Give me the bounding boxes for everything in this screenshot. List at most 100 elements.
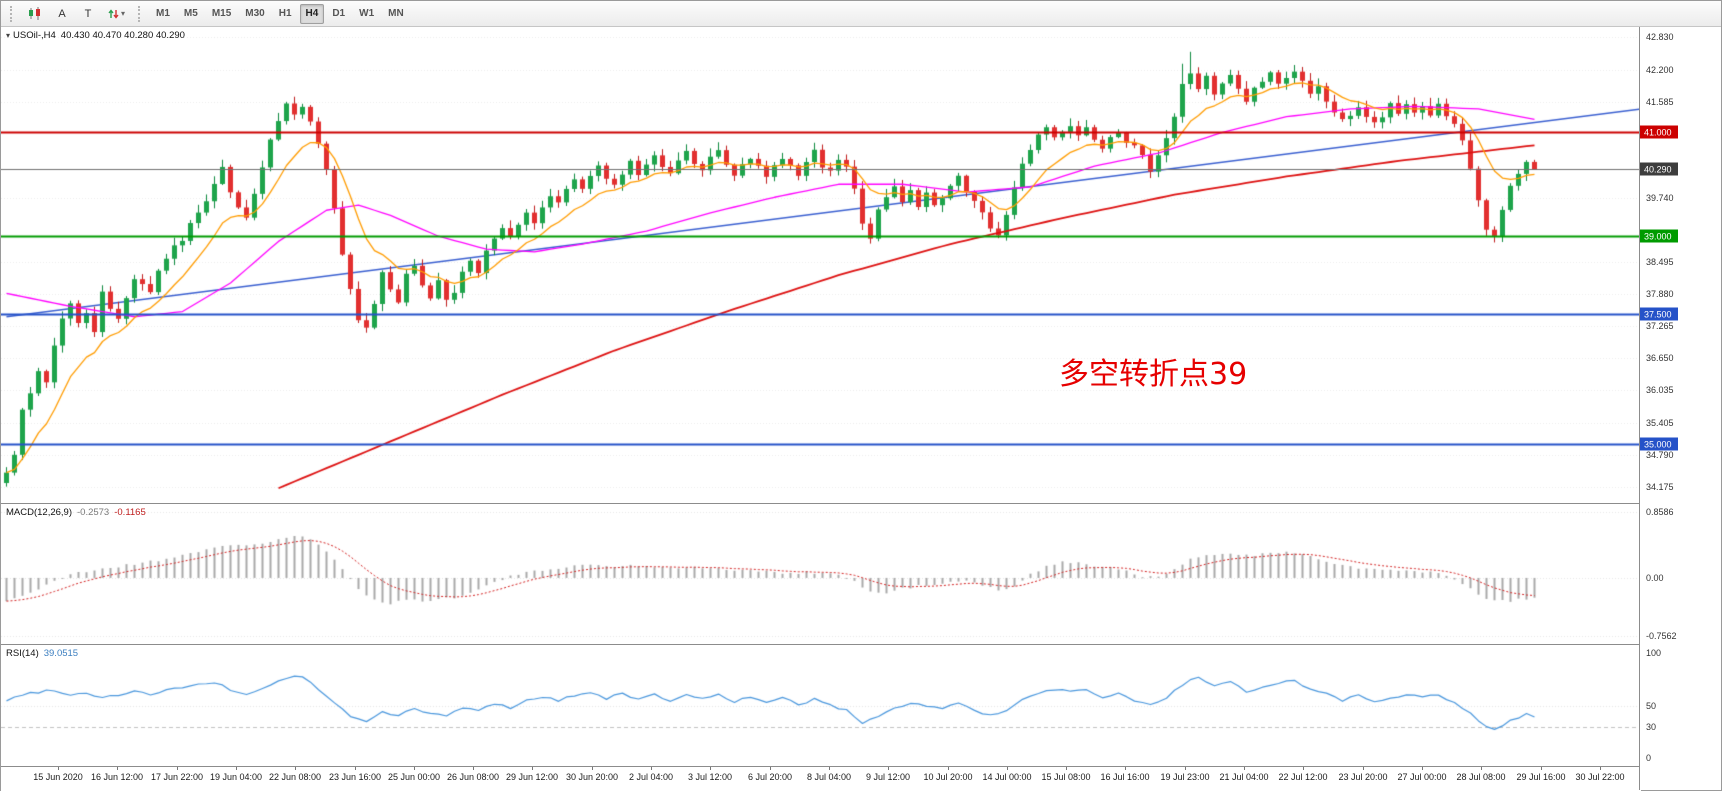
time-tick <box>770 767 771 770</box>
time-label: 19 Jun 04:00 <box>209 772 263 782</box>
time-label: 29 Jul 16:00 <box>1516 772 1566 782</box>
timeframe-m15-button[interactable]: M15 <box>211 8 232 19</box>
time-tick <box>1541 767 1542 770</box>
macd-main-value: -0.2573 <box>77 507 110 518</box>
time-label: 22 Jun 08:00 <box>268 772 322 782</box>
candlestick-chart-icon <box>29 7 40 20</box>
timeframe-toolbar: M1 M5 M15 M30 H1 H4 D1 W1 MN <box>150 3 410 24</box>
time-scale[interactable]: 15 Jun 2020 16 Jun 12:00 17 Jun 22:00 19 Ju… <box>1 767 1641 791</box>
toolbar: A T ▾ M1 M5 M15 M30 H1 H4 D1 W1 MN <box>1 1 1721 27</box>
time-label: 2 Jul 04:00 <box>628 772 674 782</box>
time-tick <box>355 767 356 770</box>
price-tick-label: 34.175 <box>1646 481 1674 492</box>
timeframe-m30-button[interactable]: M30 <box>245 8 265 19</box>
rsi-label: RSI(14) <box>6 648 39 659</box>
time-tick <box>1244 767 1245 770</box>
time-label: 29 Jun 12:00 <box>505 772 559 782</box>
time-tick <box>651 767 652 770</box>
time-tick <box>1363 767 1364 770</box>
time-label: 28 Jul 08:00 <box>1456 772 1506 782</box>
time-tick <box>592 767 593 770</box>
time-tick <box>1185 767 1186 770</box>
time-label: 8 Jul 04:00 <box>806 772 852 782</box>
pane-divider[interactable] <box>1 765 1722 768</box>
time-tick <box>295 767 296 770</box>
sort-arrows-icon <box>108 8 119 19</box>
timeframe-mn-button[interactable]: MN <box>388 8 404 19</box>
time-tick <box>473 767 474 770</box>
macd-tick-label: -0.7562 <box>1646 631 1677 641</box>
rsi-pane[interactable]: RSI(14) 39.0515 <box>1 645 1641 767</box>
time-label: 14 Jul 00:00 <box>982 772 1032 782</box>
macd-header: MACD(12,26,9) -0.2573 -0.1165 <box>6 507 146 518</box>
price-tick-label: 39.740 <box>1646 192 1674 203</box>
price-scale[interactable]: 42.830 42.200 41.585 39.740 38.495 37.880 37.2… <box>1639 27 1721 790</box>
time-label: 19 Jul 23:00 <box>1160 772 1210 782</box>
timeframe-m5-button[interactable]: M5 <box>183 8 198 19</box>
price-tick-label: 42.200 <box>1646 64 1674 75</box>
price-tick-label: 38.495 <box>1646 257 1674 268</box>
timeframe-w1-button[interactable]: W1 <box>359 8 375 19</box>
price-tick-label: 36.035 <box>1646 385 1674 396</box>
time-label: 17 Jun 22:00 <box>150 772 204 782</box>
rsi-tick-label: 0 <box>1646 753 1652 763</box>
text-tool-a-button[interactable]: A <box>58 7 66 20</box>
pane-divider[interactable] <box>1 643 1722 646</box>
text-tool-t-button[interactable]: T <box>84 7 92 20</box>
timeframe-d1-button[interactable]: D1 <box>332 8 346 19</box>
rsi-tick-label: 50 <box>1646 700 1657 711</box>
time-tick <box>1481 767 1482 770</box>
level-price-badge: 37.500 <box>1640 307 1678 321</box>
toolbar-grip[interactable] <box>138 5 143 22</box>
pane-divider[interactable] <box>1 502 1722 505</box>
price-tick-label: 36.650 <box>1646 353 1674 364</box>
time-label: 6 Jul 20:00 <box>747 772 793 782</box>
macd-canvas[interactable] <box>1 504 1641 644</box>
chart-text-annotation[interactable]: 多空转折点39 <box>1059 357 1248 392</box>
time-label: 30 Jun 20:00 <box>565 772 619 782</box>
chart-style-button[interactable] <box>22 4 48 24</box>
time-tick <box>1600 767 1601 770</box>
rsi-tick-label: 100 <box>1646 648 1662 658</box>
time-label: 9 Jul 12:00 <box>865 772 911 782</box>
current-price-badge: 40.290 <box>1640 162 1678 176</box>
timeframe-h1-button[interactable]: H1 <box>278 8 292 19</box>
price-tick-label: 34.790 <box>1646 449 1674 460</box>
price-tick-label: 37.265 <box>1646 321 1674 332</box>
rsi-value: 39.0515 <box>43 648 79 659</box>
macd-tick-label: 0.00 <box>1646 572 1664 583</box>
rsi-header: RSI(14) 39.0515 <box>6 648 78 659</box>
level-price-badge: 39.000 <box>1640 229 1678 243</box>
time-tick <box>236 767 237 770</box>
time-tick <box>1422 767 1423 770</box>
cycles-dropdown-button[interactable]: ▾ <box>102 4 131 24</box>
price-tick-label: 41.585 <box>1646 96 1674 107</box>
macd-pane[interactable]: MACD(12,26,9) -0.2573 -0.1165 <box>1 504 1641 645</box>
time-tick <box>58 767 59 770</box>
timeframe-m1-button[interactable]: M1 <box>156 8 170 19</box>
time-label: 23 Jul 20:00 <box>1338 772 1388 782</box>
price-tick-label: 42.830 <box>1646 32 1674 43</box>
macd-label: MACD(12,26,9) <box>6 507 72 518</box>
time-label: 15 Jun 2020 <box>33 772 83 782</box>
rsi-canvas[interactable] <box>1 645 1641 766</box>
chart-menu-icon[interactable]: ▾ <box>6 31 11 40</box>
price-tick-label: 35.405 <box>1646 418 1674 428</box>
macd-tick-label: 0.8586 <box>1646 507 1674 517</box>
main-chart-pane[interactable]: ▾ USOil-,H4 40.430 40.470 40.280 40.290 多空… <box>1 27 1641 504</box>
price-chart-canvas[interactable] <box>1 27 1641 503</box>
chart-title: ▾ USOil-,H4 40.430 40.470 40.280 40.290 <box>6 30 185 41</box>
time-tick <box>1007 767 1008 770</box>
level-price-badge: 41.000 <box>1640 125 1678 139</box>
time-tick <box>177 767 178 770</box>
time-tick <box>117 767 118 770</box>
time-tick <box>948 767 949 770</box>
timeframe-h4-button[interactable]: H4 <box>299 3 325 24</box>
toolbar-grip[interactable] <box>10 5 15 22</box>
time-tick <box>532 767 533 770</box>
time-label: 16 Jun 12:00 <box>90 772 144 782</box>
time-label: 26 Jun 08:00 <box>446 772 500 782</box>
time-tick <box>710 767 711 770</box>
time-tick <box>1303 767 1304 770</box>
